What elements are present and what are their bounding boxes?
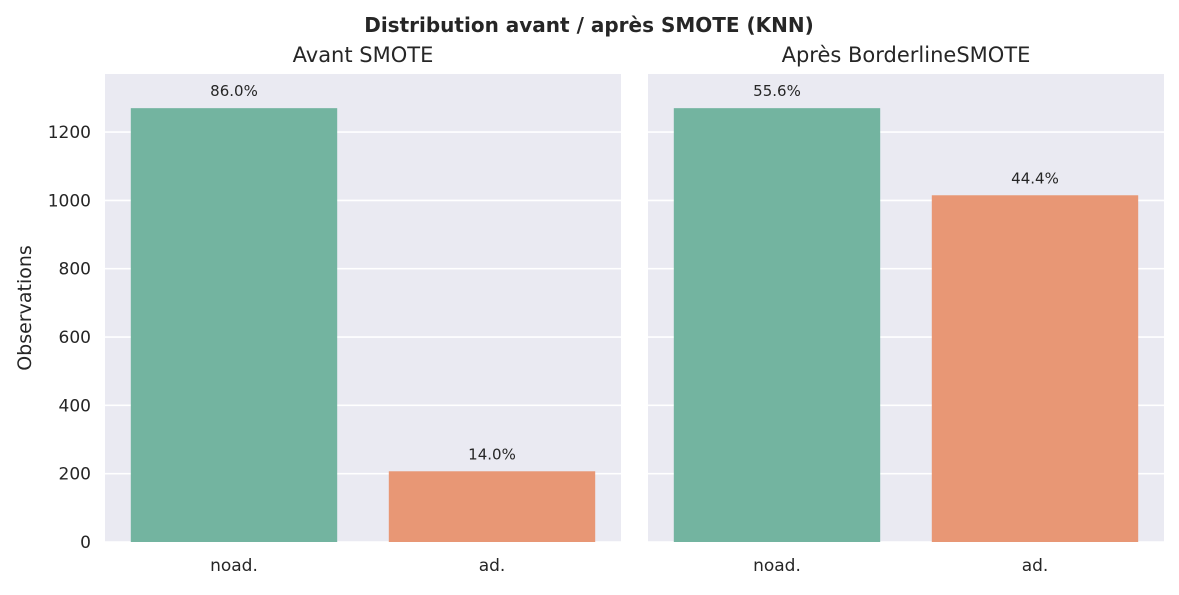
y-tick-label: 1000 xyxy=(48,191,91,211)
bar-noad xyxy=(130,108,338,542)
x-tick-label: noad. xyxy=(753,556,801,576)
figure-suptitle: Distribution avant / après SMOTE (KNN) xyxy=(364,13,814,37)
y-tick-label: 1200 xyxy=(48,123,91,143)
x-tick-label: ad. xyxy=(1022,556,1049,576)
y-tick-label: 0 xyxy=(80,533,91,553)
y-axis-label: Observations xyxy=(14,245,36,371)
data-label: 86.0% xyxy=(210,82,258,100)
bar-noad xyxy=(673,108,881,542)
y-tick-label: 400 xyxy=(59,396,91,416)
bar-ad xyxy=(388,471,596,542)
data-label: 14.0% xyxy=(468,445,516,463)
data-label: 55.6% xyxy=(753,82,801,100)
data-label: 44.4% xyxy=(1011,169,1059,187)
chart-panel-1: 86.0% noad. 14.0% ad. 0 200 400 600 800 1000 1200 O… xyxy=(14,43,621,576)
y-tick-label: 800 xyxy=(59,260,91,280)
x-tick-label: ad. xyxy=(479,556,506,576)
x-tick-label: noad. xyxy=(210,556,258,576)
panel-title: Après BorderlineSMOTE xyxy=(782,43,1031,67)
bar-ad xyxy=(931,195,1139,542)
panel-title: Avant SMOTE xyxy=(293,43,434,67)
chart-panels: 86.0% noad. 14.0% ad. 0 200 400 600 800 1000 1200 O… xyxy=(14,43,1164,576)
chart-panel-2: 55.6% noad. 44.4% ad. Après BorderlineSMOTE xyxy=(648,43,1164,576)
y-tick-label: 600 xyxy=(59,328,91,348)
y-tick-label: 200 xyxy=(59,465,91,485)
